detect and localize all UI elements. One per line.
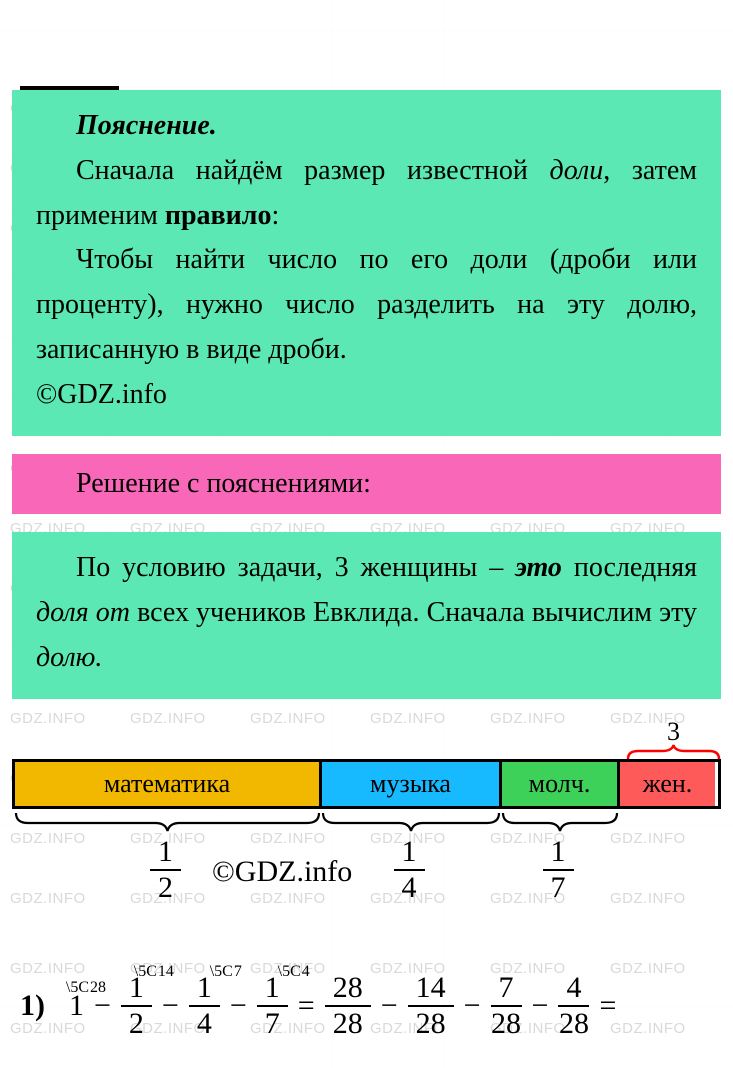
- condition-block: По условию задачи, 3 женщины – это после…: [12, 532, 721, 698]
- bar-segment: жен.: [620, 762, 715, 806]
- center-credit: ©GDZ.info: [212, 855, 352, 889]
- text-em: долю.: [36, 642, 102, 673]
- fraction-term: 728: [491, 973, 522, 1039]
- text: всех учеников Евклида. Сначала вычислим …: [130, 597, 697, 628]
- operator: −: [226, 989, 251, 1023]
- fraction-term: 1428: [408, 973, 454, 1039]
- bottom-bracket: [321, 811, 501, 833]
- operator: =: [595, 989, 620, 1023]
- bracket-top-icon: [626, 743, 721, 761]
- fraction-term: 1214: [121, 973, 152, 1039]
- fraction-cell: 17: [499, 837, 617, 915]
- solution-heading: Решение с пояснениями:: [12, 454, 721, 515]
- operator: =: [294, 989, 319, 1023]
- text-em: доля от: [36, 597, 130, 628]
- fraction-term: 428: [558, 973, 589, 1039]
- fraction-cell: [617, 837, 712, 915]
- text-em: это: [515, 552, 562, 583]
- explanation-block: Пояснение. Сначала найдём размер известн…: [12, 90, 721, 436]
- fraction: 12: [150, 837, 181, 903]
- explain-para2: Чтобы найти число по его доли (дроби или…: [36, 238, 697, 372]
- operator: −: [377, 989, 402, 1023]
- term: 128: [69, 989, 84, 1023]
- fraction: 14: [394, 837, 425, 903]
- equation-number: 1): [20, 989, 45, 1023]
- text: Сначала найдём размер известной: [76, 155, 550, 186]
- bar-segment: математика: [15, 762, 322, 806]
- explain-title: Пояснение.: [76, 110, 217, 141]
- site-credit: ©GDZ.info: [36, 373, 697, 418]
- text-bold: правило: [165, 200, 272, 231]
- bottom-bracket: [619, 811, 714, 833]
- text: последняя: [562, 552, 697, 583]
- fraction-term: 147: [189, 973, 220, 1039]
- text-em: доли: [550, 155, 604, 186]
- operator: −: [460, 989, 485, 1023]
- fraction: 17: [543, 837, 574, 903]
- fraction-term: 2828: [325, 973, 371, 1039]
- bottom-bracket: [501, 811, 619, 833]
- text: По условию задачи, 3 женщины –: [76, 552, 515, 583]
- bar-segment: музыка: [322, 762, 502, 806]
- top-bracket: 3: [626, 717, 721, 766]
- equation-line: 1) 128−1214−147−174=2828−1428−728−428=: [0, 961, 733, 1051]
- bottom-bracket: [14, 811, 321, 833]
- bar-segment: молч.: [502, 762, 620, 806]
- fraction-term: 174: [257, 973, 288, 1039]
- operator: −: [158, 989, 183, 1023]
- operator: −: [528, 989, 553, 1023]
- text: :: [271, 200, 279, 231]
- bar-diagram: 3 математикамузыкамолч.жен. ©GDZ.info 12…: [0, 759, 733, 915]
